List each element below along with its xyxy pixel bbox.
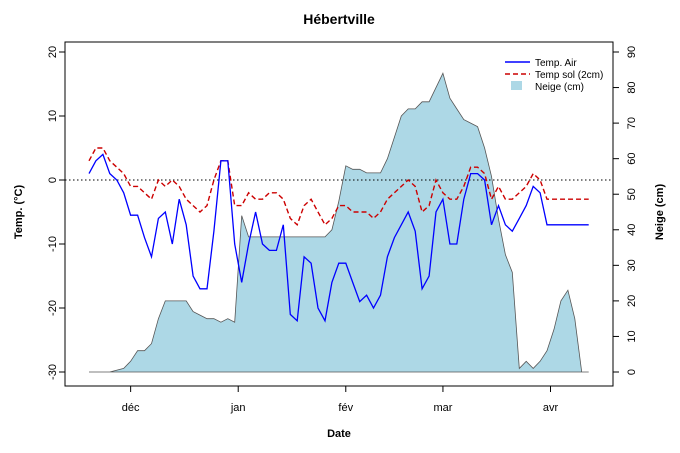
right-tick-label: 30 — [626, 259, 638, 271]
legend-snow-swatch — [511, 81, 522, 90]
x-tick-label: déc — [122, 402, 140, 414]
left-tick-label: 0 — [47, 177, 59, 183]
right-tick-label: 40 — [626, 224, 638, 236]
right-tick-label: 0 — [626, 369, 638, 375]
legend-air-label: Temp. Air — [535, 58, 577, 69]
x-axis: déc jan fév mar avr — [122, 386, 559, 414]
left-tick-label: -10 — [47, 236, 59, 252]
x-tick-label: avr — [543, 402, 559, 414]
y-axis-right-label: Neige (cm) — [654, 184, 666, 241]
y-axis-left-label: Temp. (°C) — [13, 185, 25, 240]
legend-soil-label: Temp sol (2cm) — [535, 70, 603, 81]
right-tick-label: 60 — [626, 153, 638, 165]
chart-title: Hébertville — [303, 11, 375, 27]
right-tick-label: 90 — [626, 46, 638, 58]
right-tick-label: 80 — [626, 81, 638, 93]
plot-area — [65, 72, 613, 373]
x-tick-label: mar — [433, 402, 452, 414]
legend: Temp. Air Temp sol (2cm) Neige (cm) — [505, 58, 603, 93]
left-tick-label: 10 — [47, 110, 59, 122]
right-tick-label: 10 — [626, 330, 638, 342]
soil-temperature-line — [88, 147, 589, 227]
left-tick-label: -30 — [47, 364, 59, 380]
right-tick-label: 50 — [626, 188, 638, 200]
snow-area — [89, 72, 589, 373]
x-tick-label: fév — [338, 402, 353, 414]
left-axis: -30 -20 -10 0 10 20 — [47, 46, 66, 380]
left-tick-label: 20 — [47, 46, 59, 58]
right-axis: 0 10 20 30 40 50 60 70 80 90 — [612, 46, 638, 375]
right-tick-label: 70 — [626, 117, 638, 129]
x-axis-label: Date — [327, 428, 351, 440]
left-tick-label: -20 — [47, 300, 59, 316]
legend-snow-label: Neige (cm) — [535, 82, 584, 93]
right-tick-label: 20 — [626, 295, 638, 307]
x-tick-label: jan — [230, 402, 246, 414]
air-temperature-line — [88, 153, 589, 323]
